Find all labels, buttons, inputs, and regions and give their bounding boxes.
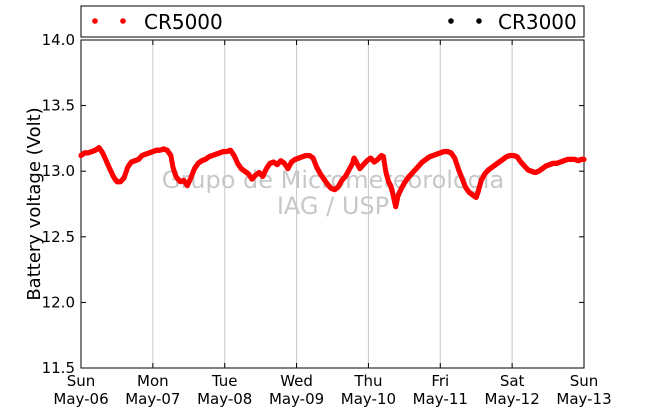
y-tick-label: 14.0: [42, 31, 75, 49]
legend: CR5000 CR3000: [80, 5, 585, 38]
x-tick-label-date: May-10: [341, 390, 396, 408]
x-tick-label-day: Sat: [500, 372, 525, 390]
plot-area: [80, 39, 585, 369]
x-tick-label-date: May-11: [413, 390, 468, 408]
x-axis-ticks: SunMay-06MonMay-07TueMay-08WedMay-09ThuM…: [53, 40, 612, 408]
y-axis-label: Battery voltage (Volt): [24, 107, 45, 300]
data-point: [581, 156, 587, 162]
x-tick-label-date: May-08: [197, 390, 252, 408]
legend-label-cr3000: CR3000: [498, 10, 577, 34]
legend-label-cr5000: CR5000: [144, 10, 223, 34]
x-tick-label-day: Fri: [431, 372, 449, 390]
legend-marker-cr3000-a: [448, 18, 454, 24]
x-tick-label-date: May-09: [269, 390, 324, 408]
x-tick-label-day: Sun: [67, 372, 96, 390]
x-tick-label-day: Wed: [280, 372, 313, 390]
y-tick-label: 11.5: [42, 359, 75, 377]
x-tick-label-day: Tue: [211, 372, 238, 390]
x-tick-label-date: May-07: [125, 390, 180, 408]
y-tick-label: 13.0: [42, 162, 75, 180]
legend-box: [80, 5, 585, 38]
x-tick-label-day: Sun: [570, 372, 599, 390]
legend-marker-cr3000-b: [476, 18, 482, 24]
x-tick-label-date: May-13: [556, 390, 611, 408]
y-tick-label: 13.5: [42, 97, 75, 115]
y-tick-label: 12.5: [42, 228, 75, 246]
x-tick-label-day: Thu: [353, 372, 382, 390]
watermark-line-2: IAG / USP: [277, 192, 389, 220]
legend-marker-cr5000-b: [120, 18, 126, 24]
series-cr5000: [78, 145, 587, 210]
y-tick-label: 12.0: [42, 293, 75, 311]
x-tick-label-date: May-06: [53, 390, 108, 408]
x-grid: [152, 40, 513, 368]
legend-marker-cr5000-a: [92, 18, 98, 24]
y-axis-ticks: 11.5 12.0 12.5 13.0 13.5 14.0: [42, 31, 584, 377]
x-tick-label-date: May-12: [485, 390, 540, 408]
x-tick-label-day: Mon: [137, 372, 169, 390]
